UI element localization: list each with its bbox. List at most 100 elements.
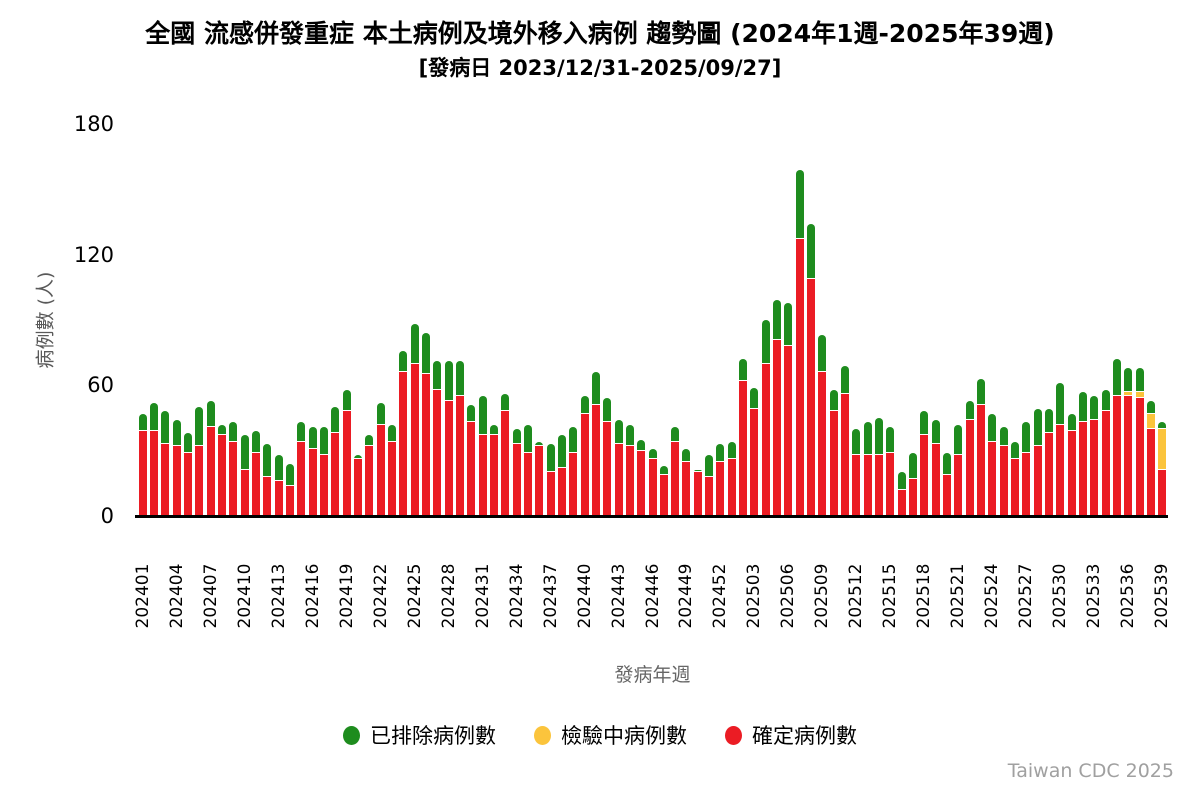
bar-202421[interactable] (365, 124, 374, 516)
segment-已排除病例數[interactable] (999, 426, 1008, 447)
bar-202515[interactable] (886, 124, 895, 516)
segment-確定病例數[interactable] (943, 474, 952, 516)
bar-202434[interactable] (512, 124, 521, 516)
bar-202402[interactable] (149, 124, 158, 516)
segment-已排除病例數[interactable] (569, 426, 578, 453)
bar-202452[interactable] (716, 124, 725, 516)
bar-202533[interactable] (1090, 124, 1099, 516)
bar-202435[interactable] (523, 124, 532, 516)
segment-已排除病例數[interactable] (206, 400, 215, 427)
segment-已排除病例數[interactable] (285, 463, 294, 486)
bar-202530[interactable] (1056, 124, 1065, 516)
segment-確定病例數[interactable] (206, 426, 215, 516)
segment-確定病例數[interactable] (909, 478, 918, 516)
segment-確定病例數[interactable] (1056, 424, 1065, 516)
bar-202448[interactable] (671, 124, 680, 516)
segment-確定病例數[interactable] (931, 444, 940, 516)
segment-確定病例數[interactable] (138, 431, 147, 516)
segment-已排除病例數[interactable] (1079, 391, 1088, 423)
bar-202433[interactable] (501, 124, 510, 516)
segment-確定病例數[interactable] (999, 446, 1008, 516)
segment-已排除病例數[interactable] (421, 333, 430, 375)
segment-確定病例數[interactable] (625, 446, 634, 516)
segment-已排除病例數[interactable] (1135, 367, 1144, 392)
bar-202528[interactable] (1033, 124, 1042, 516)
bar-202419[interactable] (342, 124, 351, 516)
segment-已排除病例數[interactable] (852, 428, 861, 456)
bar-202424[interactable] (399, 124, 408, 516)
bar-202534[interactable] (1101, 124, 1110, 516)
segment-已排除病例數[interactable] (1056, 383, 1065, 425)
segment-確定病例數[interactable] (467, 422, 476, 516)
segment-確定病例數[interactable] (546, 472, 555, 516)
bar-202539[interactable] (1158, 124, 1167, 516)
segment-已排除病例數[interactable] (637, 439, 646, 451)
bar-202401[interactable] (138, 124, 147, 516)
segment-已排除病例數[interactable] (591, 372, 600, 405)
bar-202429[interactable] (455, 124, 464, 516)
segment-已排除病例數[interactable] (535, 441, 544, 447)
segment-已排除病例數[interactable] (931, 420, 940, 445)
bar-202505[interactable] (773, 124, 782, 516)
segment-已排除病例數[interactable] (161, 411, 170, 445)
segment-已排除病例數[interactable] (217, 424, 226, 436)
segment-確定病例數[interactable] (716, 461, 725, 516)
segment-已排除病例數[interactable] (1045, 409, 1054, 434)
segment-確定病例數[interactable] (512, 444, 521, 516)
bar-202418[interactable] (331, 124, 340, 516)
segment-已排除病例數[interactable] (920, 411, 929, 436)
segment-確定病例數[interactable] (671, 441, 680, 516)
bar-202407[interactable] (206, 124, 215, 516)
segment-確定病例數[interactable] (217, 435, 226, 516)
segment-確定病例數[interactable] (682, 461, 691, 516)
segment-已排除病例數[interactable] (693, 470, 702, 473)
segment-已排除病例數[interactable] (739, 359, 748, 381)
segment-已排除病例數[interactable] (172, 420, 181, 447)
segment-已排除病例數[interactable] (263, 444, 272, 477)
bar-202518[interactable] (920, 124, 929, 516)
bar-202431[interactable] (478, 124, 487, 516)
segment-已排除病例數[interactable] (625, 424, 634, 447)
bar-202414[interactable] (285, 124, 294, 516)
segment-已排除病例數[interactable] (478, 396, 487, 436)
bar-202446[interactable] (648, 124, 657, 516)
bar-202447[interactable] (659, 124, 668, 516)
bar-202405[interactable] (183, 124, 192, 516)
segment-確定病例數[interactable] (761, 363, 770, 516)
bar-202517[interactable] (909, 124, 918, 516)
segment-確定病例數[interactable] (841, 394, 850, 516)
bar-202443[interactable] (614, 124, 623, 516)
bar-202413[interactable] (274, 124, 283, 516)
bar-202506[interactable] (784, 124, 793, 516)
segment-確定病例數[interactable] (965, 420, 974, 516)
segment-確定病例數[interactable] (297, 441, 306, 516)
segment-已排除病例數[interactable] (274, 455, 283, 482)
segment-已排除病例數[interactable] (455, 361, 464, 397)
bar-202426[interactable] (421, 124, 430, 516)
segment-確定病例數[interactable] (161, 444, 170, 516)
segment-確定病例數[interactable] (897, 489, 906, 516)
segment-確定病例數[interactable] (557, 468, 566, 516)
segment-確定病例數[interactable] (863, 455, 872, 516)
segment-檢驗中病例數[interactable] (1135, 391, 1144, 399)
segment-確定病例數[interactable] (920, 435, 929, 516)
bar-202514[interactable] (875, 124, 884, 516)
segment-已排除病例數[interactable] (376, 402, 385, 425)
segment-已排除病例數[interactable] (671, 426, 680, 442)
bar-202408[interactable] (217, 124, 226, 516)
bar-202404[interactable] (172, 124, 181, 516)
segment-確定病例數[interactable] (603, 422, 612, 516)
segment-已排除病例數[interactable] (965, 400, 974, 421)
segment-檢驗中病例數[interactable] (1124, 391, 1133, 397)
segment-已排除病例數[interactable] (557, 435, 566, 469)
bar-202511[interactable] (841, 124, 850, 516)
bar-202507[interactable] (795, 124, 804, 516)
segment-確定病例數[interactable] (410, 363, 419, 516)
bar-202427[interactable] (433, 124, 442, 516)
segment-確定病例數[interactable] (648, 459, 657, 516)
segment-確定病例數[interactable] (569, 452, 578, 516)
segment-確定病例數[interactable] (829, 411, 838, 516)
segment-確定病例數[interactable] (659, 474, 668, 516)
segment-確定病例數[interactable] (875, 455, 884, 516)
segment-已排除病例數[interactable] (240, 435, 249, 471)
